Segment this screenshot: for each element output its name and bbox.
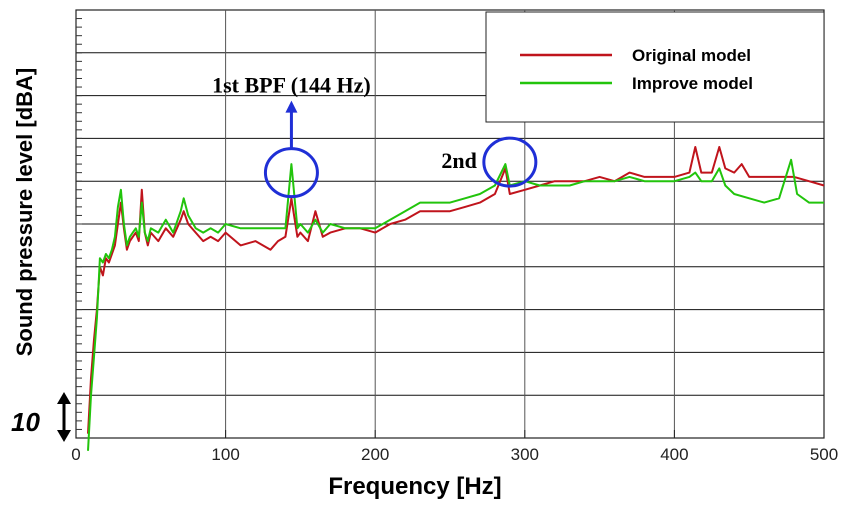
x-tick-label: 400	[660, 445, 688, 464]
series-layer	[87, 146, 825, 451]
x-tick-label: 500	[810, 445, 838, 464]
annotation-layer: 1st BPF (144 Hz) 2nd	[212, 73, 538, 199]
scale-bar: 10	[11, 392, 71, 442]
y-axis-title: Sound pressure level [dBA]	[12, 68, 37, 357]
scale-bar-arrow-down	[57, 430, 71, 442]
series-line-improve	[87, 158, 824, 451]
x-tick-label: 0	[71, 445, 80, 464]
x-tick-label: 300	[511, 445, 539, 464]
legend-label-improve: Improve model	[632, 74, 753, 93]
bpf2-circle	[482, 136, 538, 188]
bpf2-label: 2nd	[441, 148, 476, 173]
x-tick-label: 100	[211, 445, 239, 464]
x-axis-ticks: 0 100 200 300 400 500	[71, 430, 838, 464]
bpf1-label: 1st BPF (144 Hz)	[212, 73, 371, 98]
legend-label-original: Original model	[632, 46, 751, 65]
x-axis-title: Frequency [Hz]	[328, 473, 501, 500]
x-tick-label: 200	[361, 445, 389, 464]
legend-box	[485, 11, 825, 123]
legend: Original model Improve model	[485, 11, 825, 123]
series-line-original	[87, 146, 825, 434]
scale-bar-arrow-up	[57, 392, 71, 404]
scale-bar-label: 10	[11, 407, 40, 437]
bpf1-arrow-head	[285, 100, 298, 113]
